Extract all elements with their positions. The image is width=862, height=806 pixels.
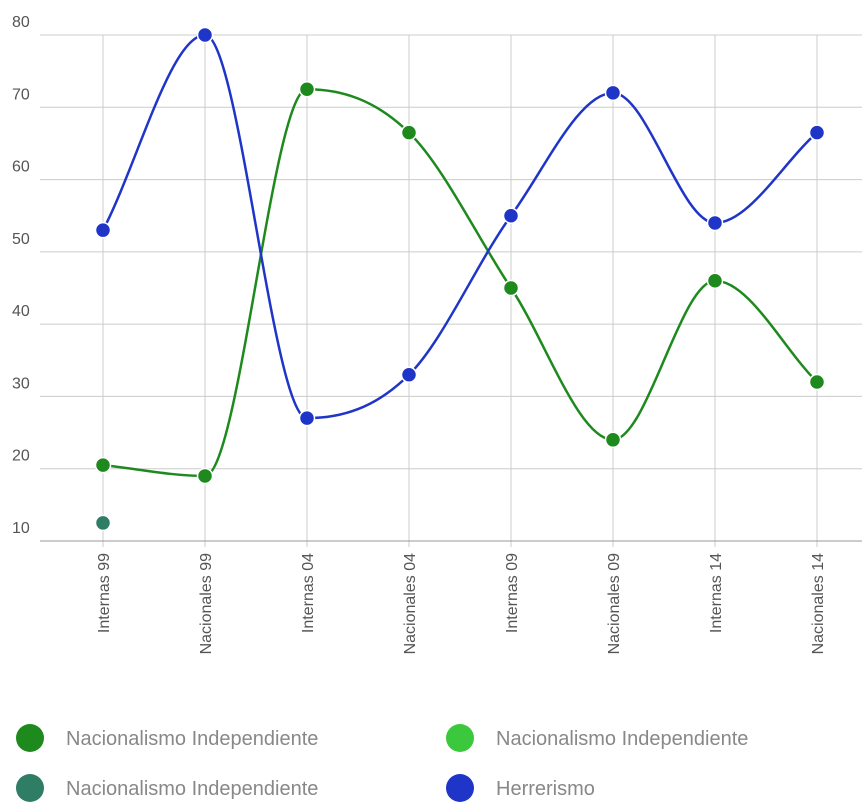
data-point [400, 124, 418, 141]
data-point [400, 366, 418, 383]
legend-label: Nacionalismo Independiente [496, 728, 748, 750]
data-point [604, 84, 622, 102]
y-tick-label: 30 [12, 375, 30, 392]
x-tick-label: Internas 04 [300, 553, 317, 633]
data-point [604, 431, 622, 449]
x-tick-label: Nacionales 99 [198, 553, 215, 655]
y-tick-label: 20 [12, 448, 30, 465]
data-point [706, 272, 724, 290]
data-point [298, 80, 316, 98]
legend-marker [16, 774, 44, 802]
legend-label: Nacionalismo Independiente [66, 778, 318, 800]
data-point [196, 467, 214, 485]
y-tick-label: 70 [12, 86, 30, 103]
x-tick-label: Internas 09 [504, 553, 521, 633]
x-tick-label: Internas 14 [708, 553, 725, 633]
y-tick-label: 80 [12, 14, 30, 31]
data-point [502, 279, 520, 297]
x-tick-label: Nacionales 04 [402, 553, 419, 655]
data-point [196, 26, 214, 44]
legend-marker [446, 724, 474, 752]
data-point [94, 456, 112, 474]
y-tick-label: 60 [12, 159, 30, 176]
data-point [502, 207, 520, 224]
data-point [298, 409, 316, 427]
data-point [808, 124, 826, 141]
y-tick-label: 40 [12, 303, 30, 320]
data-point [94, 514, 112, 532]
data-point [94, 221, 112, 239]
legend-marker [16, 724, 44, 752]
data-point [706, 214, 724, 232]
legend-marker [446, 774, 474, 802]
y-tick-label: 10 [12, 520, 30, 537]
x-tick-label: Nacionales 14 [810, 553, 827, 655]
x-tick-label: Internas 99 [96, 553, 113, 633]
x-tick-label: Nacionales 09 [606, 553, 623, 655]
legend-label: Herrerismo [496, 778, 595, 800]
series-line [102, 87, 818, 478]
legend-label: Nacionalismo Independiente [66, 728, 318, 750]
y-tick-label: 50 [12, 231, 30, 248]
data-point [808, 373, 826, 391]
